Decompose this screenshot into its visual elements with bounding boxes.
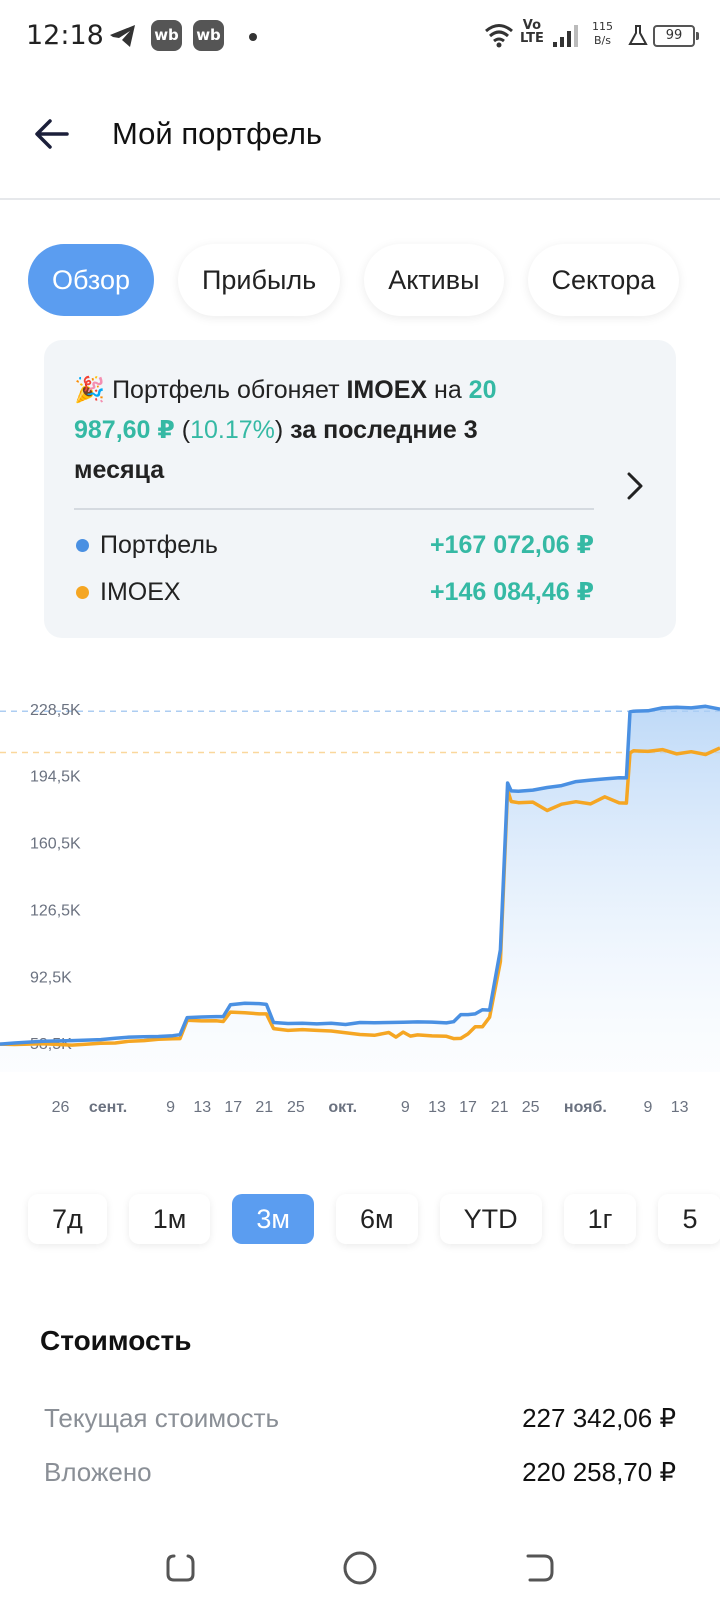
app-header: Мой портфель — [0, 92, 720, 200]
period-3m[interactable]: 3м — [232, 1194, 314, 1244]
summary-text-part: Портфель обгоняет — [105, 376, 347, 404]
summary-text: 🎉 Портфель обгоняет IMOEX на 20 987,60 ₽… — [74, 370, 574, 490]
x-tick-label: 13 — [193, 1099, 211, 1116]
chevron-right-icon[interactable] — [624, 470, 646, 502]
legend-dot-imoex — [76, 586, 89, 599]
x-tick-label: 13 — [671, 1099, 689, 1116]
recent-apps-icon[interactable] — [164, 1550, 196, 1584]
volte-line1: Vo — [522, 18, 542, 33]
performance-summary-card[interactable]: 🎉 Портфель обгоняет IMOEX на 20 987,60 ₽… — [44, 340, 676, 638]
volte-indicator: Vo LTE — [520, 19, 544, 45]
x-tick-label: 25 — [522, 1099, 540, 1116]
x-tick-month-label: сент. — [89, 1099, 127, 1116]
legend-imoex: IMOEX +146 084,46 ₽ — [74, 572, 594, 612]
x-tick-label: 9 — [644, 1099, 653, 1116]
system-nav-bar — [0, 1540, 720, 1600]
status-bar: 12:18 wb wb Vo LTE 115 B/s 99 — [0, 0, 720, 72]
summary-index-name: IMOEX — [346, 376, 428, 404]
x-tick-label: 9 — [166, 1099, 175, 1116]
flask-icon — [628, 25, 648, 45]
home-icon[interactable] — [342, 1550, 378, 1586]
invested-label: Вложено — [44, 1457, 152, 1487]
volte-line2: LTE — [520, 31, 544, 46]
y-tick-label: 126,5K — [30, 902, 81, 919]
telegram-icon — [110, 25, 135, 47]
x-tick-month-label: окт. — [328, 1099, 357, 1116]
network-speed: 115 B/s — [592, 20, 613, 48]
wifi-icon — [485, 24, 513, 48]
period-1m[interactable]: 1м — [128, 1194, 211, 1244]
period-ytd[interactable]: YTD — [439, 1194, 542, 1244]
wb-badge: wb — [151, 20, 182, 51]
x-tick-label: 17 — [459, 1099, 477, 1116]
card-divider — [74, 508, 594, 510]
tab-overview[interactable]: Обзор — [28, 244, 154, 316]
portfolio-line — [0, 704, 720, 1046]
party-emoji: 🎉 — [74, 376, 106, 404]
y-tick-label: 160,5K — [30, 836, 81, 853]
status-time: 12:18 — [26, 20, 104, 51]
wb-badge: wb — [193, 20, 224, 51]
x-tick-label: 25 — [287, 1099, 305, 1116]
tab-sectors[interactable]: Сектора — [527, 244, 680, 316]
legend-portfolio: Портфель +167 072,06 ₽ — [74, 525, 594, 565]
tab-profit[interactable]: Прибыль — [177, 244, 341, 316]
summary-text-part: ) — [274, 416, 291, 444]
summary-period: за последние 3 месяца — [74, 416, 478, 484]
period-7d[interactable]: 7д — [28, 1194, 107, 1244]
period-5y[interactable]: 5 — [658, 1194, 720, 1244]
value-section-title: Стоимость — [40, 1325, 192, 1356]
x-tick-month-label: нояб. — [564, 1099, 607, 1116]
x-tick-label: 21 — [491, 1099, 509, 1116]
x-tick-label: 21 — [255, 1099, 273, 1116]
portfolio-area-fill — [0, 706, 720, 1072]
period-selector: 7д 1м 3м 6м YTD 1г 5 — [28, 1194, 720, 1244]
x-tick-label: 9 — [401, 1099, 410, 1116]
signal-icon — [553, 25, 578, 47]
summary-diff-percent: 10.17% — [190, 416, 275, 444]
y-tick-label: 92,5K — [30, 969, 72, 986]
current-value-row: Текущая стоимость 227 342,06 ₽ — [44, 1398, 676, 1438]
back-nav-icon[interactable] — [524, 1550, 556, 1584]
y-tick-label: 228,5K — [30, 702, 81, 719]
summary-text-part: ( — [174, 416, 191, 444]
x-tick-label: 26 — [52, 1099, 70, 1116]
speed-unit: B/s — [594, 34, 611, 47]
section-tabs: Обзор Прибыль Активы Сектора — [28, 244, 680, 316]
summary-text-part: на — [427, 376, 469, 404]
period-6m[interactable]: 6м — [335, 1194, 418, 1244]
legend-dot-portfolio — [76, 539, 89, 552]
x-tick-label: 13 — [428, 1099, 446, 1116]
page-title: Мой портфель — [112, 116, 323, 151]
invested-amount: 220 258,70 ₽ — [522, 1457, 676, 1487]
notification-dot — [249, 33, 257, 41]
y-tick-label: 194,5K — [30, 769, 81, 786]
speed-value: 115 — [592, 20, 613, 33]
period-1y[interactable]: 1г — [563, 1194, 637, 1244]
portfolio-chart[interactable]: 228,5K 194,5K 160,5K 126,5K 92,5K 58,5K 26 сен… — [0, 680, 720, 1150]
tab-assets[interactable]: Активы — [364, 244, 504, 316]
legend-value: +146 084,46 ₽ — [429, 578, 594, 606]
current-value-label: Текущая стоимость — [44, 1403, 280, 1433]
legend-name: Портфель — [100, 531, 218, 559]
x-tick-label: 17 — [224, 1099, 242, 1116]
battery-indicator: 99 — [653, 25, 699, 47]
invested-row: Вложено 220 258,70 ₽ — [44, 1452, 676, 1492]
arrow-left-icon[interactable] — [32, 114, 72, 154]
legend-name: IMOEX — [100, 578, 181, 606]
current-value-amount: 227 342,06 ₽ — [522, 1403, 676, 1433]
summary-diff-amount: 20 987,60 ₽ — [74, 376, 497, 444]
legend-value: +167 072,06 ₽ — [429, 531, 594, 559]
imoex-line — [0, 746, 720, 1047]
